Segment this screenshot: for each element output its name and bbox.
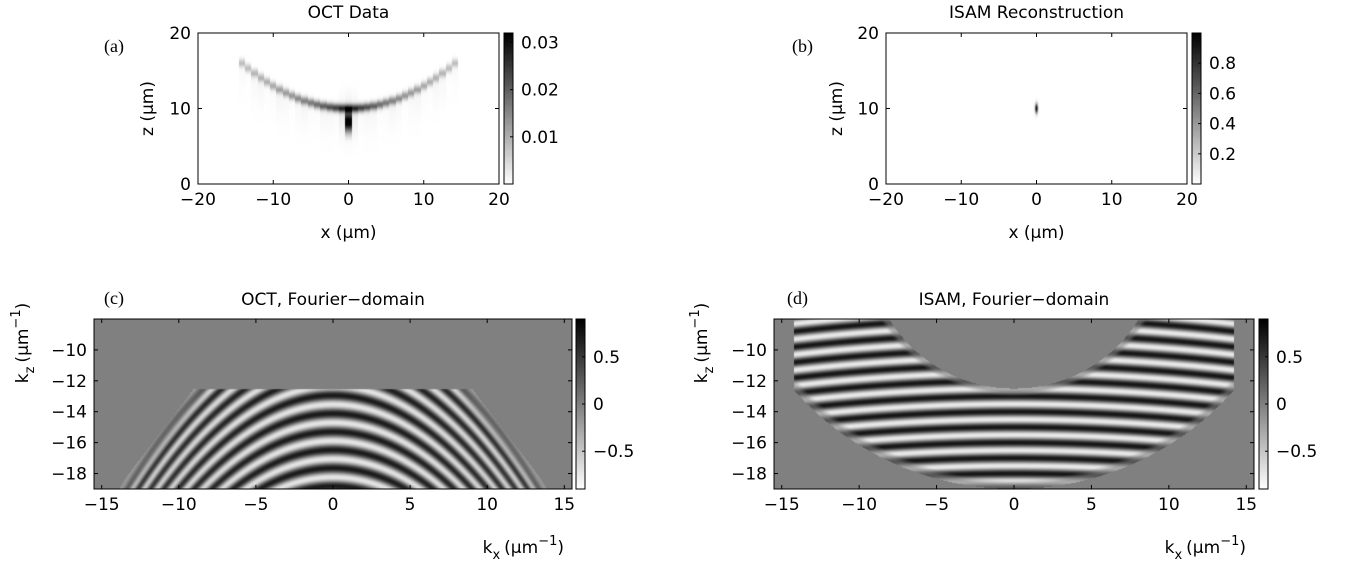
panel-label: (a)	[104, 36, 124, 57]
y-tick-label: −10	[51, 341, 87, 361]
colorbar-tick-label: 0.03	[521, 33, 559, 53]
y-tick-label: −14	[731, 403, 767, 423]
colorbar-tick-label: 0.01	[521, 128, 559, 148]
x-tick-label: −5	[243, 495, 268, 515]
x-tick-label: 10	[476, 495, 498, 515]
y-tick-label: −12	[731, 372, 767, 392]
y-tick-label: 10	[169, 100, 191, 120]
colorbar-2	[576, 319, 585, 489]
x-tick-label: 0	[1031, 190, 1042, 210]
x-axis-label: x (μm)	[320, 223, 376, 243]
x-tick-label: −10	[161, 495, 197, 515]
panel-title: ISAM Reconstruction	[949, 3, 1124, 23]
colorbar-3	[1259, 319, 1268, 489]
x-tick-label: −10	[255, 190, 291, 210]
x-tick-label: 0	[328, 495, 339, 515]
y-tick-label: −16	[51, 434, 87, 454]
x-tick-label: 15	[553, 495, 575, 515]
x-tick-label: 10	[1158, 495, 1180, 515]
y-tick-label: −14	[51, 403, 87, 423]
x-tick-label: 20	[488, 190, 510, 210]
x-tick-label: 0	[1009, 495, 1020, 515]
colorbar-tick-label: 0	[593, 395, 604, 415]
y-tick-label: −18	[51, 465, 87, 485]
colorbar-tick-label: −0.5	[593, 442, 634, 462]
panel-label: (b)	[792, 36, 813, 57]
x-tick-label: −15	[84, 495, 120, 515]
x-tick-label: −10	[943, 190, 979, 210]
x-tick-label: 5	[1086, 495, 1097, 515]
colorbar-frame	[1191, 32, 1202, 185]
colorbar-tick-label: 0.8	[1209, 54, 1236, 74]
y-tick-label: −10	[731, 341, 767, 361]
x-tick-label: −20	[180, 190, 216, 210]
x-axis-label: kx (μm−1)	[483, 534, 564, 562]
colorbar-tick-label: 0.02	[521, 81, 559, 101]
x-axis-label: x (μm)	[1008, 223, 1064, 243]
colorbar-tick-label: 0.5	[1276, 348, 1303, 368]
panel-label: (d)	[787, 288, 808, 309]
colorbar-tick-label: 0.5	[593, 348, 620, 368]
heatmap-image-3	[774, 319, 1254, 489]
x-axis-label: kx (μm−1)	[1165, 534, 1246, 562]
colorbar-frame	[503, 32, 514, 185]
colorbar-tick-label: 0.4	[1209, 115, 1236, 135]
colorbar-tick-label: 0.2	[1209, 145, 1236, 165]
colorbar-0	[504, 33, 513, 184]
x-tick-label: 10	[413, 190, 435, 210]
x-tick-label: 10	[1101, 190, 1123, 210]
colorbar-1	[1192, 33, 1201, 184]
x-tick-label: −5	[924, 495, 949, 515]
y-tick-label: 20	[857, 24, 879, 44]
y-tick-label: −18	[731, 465, 767, 485]
panel-title: OCT, Fourier−domain	[241, 290, 425, 310]
x-tick-label: 0	[343, 190, 354, 210]
x-tick-label: −20	[868, 190, 904, 210]
y-tick-label: 20	[169, 24, 191, 44]
y-tick-label: 0	[868, 175, 879, 195]
y-axis-label: z (μm)	[138, 81, 158, 136]
colorbar-tick-label: −0.5	[1276, 442, 1317, 462]
x-tick-label: 20	[1176, 190, 1198, 210]
panel-label: (c)	[104, 288, 124, 309]
y-axis-label: z (μm)	[827, 81, 847, 136]
heatmap-image-1	[886, 33, 1187, 184]
x-tick-label: −10	[841, 495, 877, 515]
heatmap-image-0	[198, 33, 499, 184]
y-tick-label: −12	[51, 372, 87, 392]
heatmap-image-2	[94, 319, 572, 489]
panel-title: ISAM, Fourier−domain	[919, 290, 1110, 310]
x-tick-label: 5	[405, 495, 416, 515]
y-axis-label: kz(μm−1)	[688, 303, 717, 384]
x-tick-label: 15	[1235, 495, 1257, 515]
y-axis-label: kz(μm−1)	[9, 303, 38, 384]
colorbar-tick-label: 0.6	[1209, 84, 1236, 104]
y-tick-label: 0	[180, 175, 191, 195]
colorbar-tick-label: 0	[1276, 395, 1287, 415]
y-tick-label: 10	[857, 100, 879, 120]
y-tick-label: −16	[731, 434, 767, 454]
panel-title: OCT Data	[308, 3, 390, 23]
x-tick-label: −15	[764, 495, 800, 515]
